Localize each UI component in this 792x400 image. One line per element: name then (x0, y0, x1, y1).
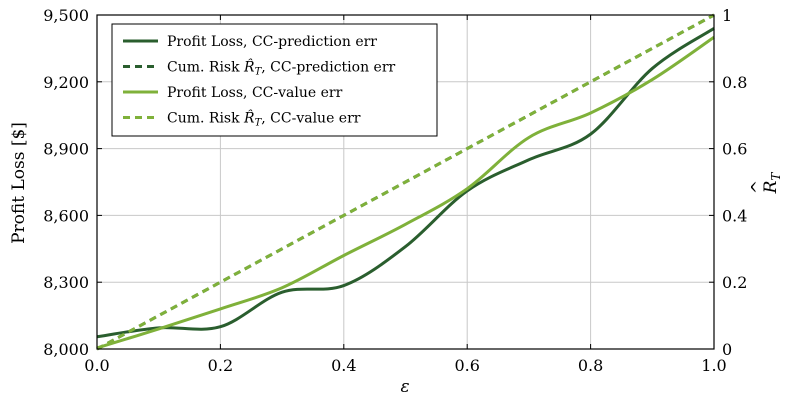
legend-box (111, 23, 438, 137)
y-right-tick-label: 1 (722, 6, 732, 25)
series-layer (96, 13, 715, 351)
series-line-4 (96, 13, 715, 351)
x-tick-label: 1.0 (701, 356, 726, 375)
y-left-tick-label: 8,600 (43, 206, 89, 225)
y-left-axis-title: Profit Loss [$] (9, 122, 29, 244)
y-left-tick-label: 9,200 (43, 73, 89, 92)
y-right-tick-label: 0.4 (722, 206, 747, 225)
x-tick-label: 0.0 (84, 356, 109, 375)
legend-label-4: Cum. Risk R̂T, CC-value err (167, 109, 361, 129)
series-line-1 (96, 27, 715, 339)
y-right-tick-label: 0 (722, 340, 732, 359)
x-axis-title: ε (400, 377, 409, 397)
y-left-tick-label: 8,300 (43, 273, 89, 292)
x-tick-label: 0.6 (454, 356, 479, 375)
y-left-tick-label: 8,900 (43, 140, 89, 159)
y-right-tick-label: 0.6 (722, 140, 747, 159)
legend-label-1: Profit Loss, CC-prediction err (167, 34, 377, 50)
series-line-3 (96, 36, 715, 350)
x-tick-labels: 0.0 0.2 0.4 0.6 0.8 1.0 (84, 356, 726, 375)
ticks (96, 14, 715, 350)
x-tick-label: 0.2 (208, 356, 233, 375)
y-left-tick-label: 9,500 (43, 6, 89, 25)
plot-frame (96, 14, 715, 350)
x-tick-label: 0.4 (331, 356, 356, 375)
y-left-tick-labels: 8,000 8,300 8,600 8,900 9,200 9,500 (43, 6, 89, 359)
y-left-tick-label: 8,000 (43, 340, 89, 359)
y-right-tick-labels: 0 0.2 0.4 0.6 0.8 1 (722, 6, 747, 359)
y-right-tick-label: 0.8 (722, 73, 747, 92)
legend-label-2: Cum. Risk R̂T, CC-prediction err (167, 58, 396, 78)
svg-text:^: ^ (748, 180, 768, 194)
y-right-axis-title: RT ^ (748, 172, 783, 195)
legend-label-3: Profit Loss, CC-value err (167, 85, 343, 101)
y-right-tick-label: 0.2 (722, 273, 747, 292)
x-tick-label: 0.8 (578, 356, 603, 375)
legend: Profit Loss, CC-prediction err Cum. Risk … (111, 23, 438, 137)
